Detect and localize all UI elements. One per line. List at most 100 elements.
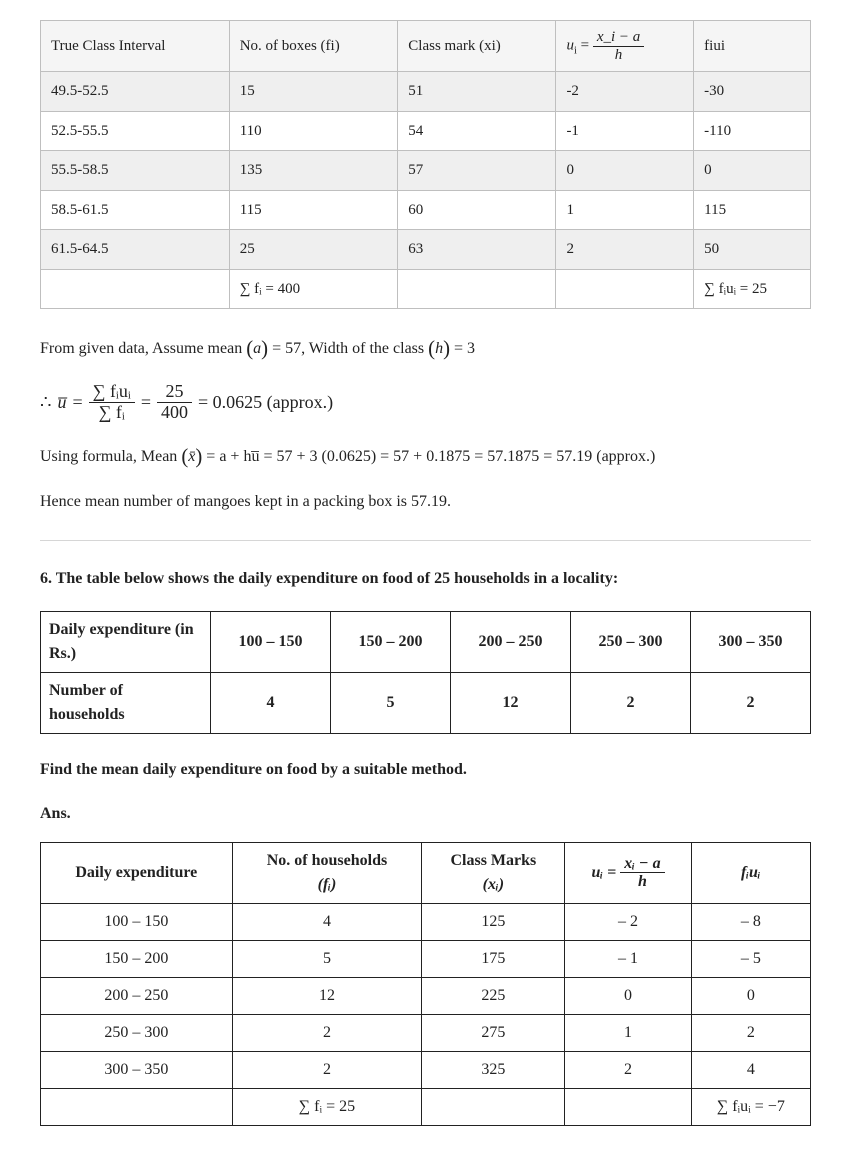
table-cell: -30	[694, 72, 811, 112]
col-header: Class mark (xi)	[398, 21, 556, 72]
table-cell: 115	[229, 190, 398, 230]
col-header: No. of households (fᵢ)	[232, 842, 422, 903]
table-cell: 275	[422, 1014, 565, 1051]
table-cell: 60	[398, 190, 556, 230]
table-cell: 2	[565, 1051, 691, 1088]
question-6: 6. The table below shows the daily expen…	[40, 567, 811, 591]
table-cell: 57	[398, 151, 556, 191]
table-cell: 15	[229, 72, 398, 112]
conclusion-text: Hence mean number of mangoes kept in a p…	[40, 490, 811, 514]
col-header: fiui	[694, 21, 811, 72]
table-row: 250 – 300227512	[41, 1014, 811, 1051]
table-cell: 225	[422, 977, 565, 1014]
table-cell: 150 – 200	[331, 611, 451, 672]
table-cell: 5	[331, 672, 451, 733]
table-cell: 61.5-64.5	[41, 230, 230, 270]
sum-fiui: ∑ fᵢuᵢ = 25	[694, 269, 811, 309]
table-cell: 0	[694, 151, 811, 191]
divider	[40, 540, 811, 541]
table-cell: 150 – 200	[41, 940, 233, 977]
sum-fi: ∑ fᵢ = 25	[232, 1088, 422, 1125]
table-cell: 300 – 350	[41, 1051, 233, 1088]
table-cell: 250 – 300	[41, 1014, 233, 1051]
table-cell: -1	[556, 111, 694, 151]
row-label: Daily expenditure (in Rs.)	[41, 611, 211, 672]
table-cell: 100 – 150	[211, 611, 331, 672]
table-row: 49.5-52.51551-2-30	[41, 72, 811, 112]
col-header: ui = x_i − a h	[556, 21, 694, 72]
table-cell: -2	[556, 72, 694, 112]
table-cell: 1	[556, 190, 694, 230]
sum-fi: ∑ fᵢ = 400	[229, 269, 398, 309]
question-6-find: Find the mean daily expenditure on food …	[40, 758, 811, 782]
table-row: 150 – 2005175– 1– 5	[41, 940, 811, 977]
table-cell: 2	[691, 672, 811, 733]
table-cell: 52.5-55.5	[41, 111, 230, 151]
col-header: No. of boxes (fi)	[229, 21, 398, 72]
table-cell: 175	[422, 940, 565, 977]
table-row: 300 – 350232524	[41, 1051, 811, 1088]
table-cell: 55.5-58.5	[41, 151, 230, 191]
table-cell: 300 – 350	[691, 611, 811, 672]
expenditure-working-table: Daily expenditure No. of households (fᵢ)…	[40, 842, 811, 1126]
ui-var: u	[566, 37, 574, 53]
row-label: Number of households	[41, 672, 211, 733]
col-header: True Class Interval	[41, 21, 230, 72]
table-cell: 2	[556, 230, 694, 270]
assumption-text: From given data, Assume mean (a) = 57, W…	[40, 333, 811, 364]
table-cell: 200 – 250	[41, 977, 233, 1014]
table-cell: 54	[398, 111, 556, 151]
table-row: 52.5-55.511054-1-110	[41, 111, 811, 151]
table-cell: 2	[691, 1014, 810, 1051]
answer-label: Ans.	[40, 802, 811, 826]
table-cell: 2	[232, 1051, 422, 1088]
table-cell: 49.5-52.5	[41, 72, 230, 112]
table-cell: 0	[565, 977, 691, 1014]
fraction: xᵢ − a h	[620, 855, 664, 891]
table-cell: 0	[556, 151, 694, 191]
table-cell: 63	[398, 230, 556, 270]
col-header: Class Marks (xᵢ)	[422, 842, 565, 903]
totals-row: ∑ fᵢ = 25 ∑ fᵢuᵢ = −7	[41, 1088, 811, 1125]
col-header: uᵢ = xᵢ − a h	[565, 842, 691, 903]
mean-formula-text: Using formula, Mean (x̄) = a + hu̅ = 57 …	[40, 441, 811, 472]
fraction: ∑ fᵢuᵢ ∑ fᵢ	[89, 382, 135, 423]
table-cell: 12	[232, 977, 422, 1014]
table-cell: 4	[691, 1051, 810, 1088]
table-cell: 115	[694, 190, 811, 230]
table-cell: 100 – 150	[41, 903, 233, 940]
mango-frequency-table: True Class Interval No. of boxes (fi) Cl…	[40, 20, 811, 309]
table-cell: 2	[232, 1014, 422, 1051]
table-cell: -110	[694, 111, 811, 151]
table-cell: 51	[398, 72, 556, 112]
table-row: 58.5-61.5115601115	[41, 190, 811, 230]
table-cell: 5	[232, 940, 422, 977]
expenditure-given-table: Daily expenditure (in Rs.) 100 – 150 150…	[40, 611, 811, 734]
table-cell: 0	[691, 977, 810, 1014]
table-row: 100 – 1504125– 2– 8	[41, 903, 811, 940]
table-cell: 250 – 300	[571, 611, 691, 672]
sum-fiui: ∑ fᵢuᵢ = −7	[691, 1088, 810, 1125]
table-cell: 125	[422, 903, 565, 940]
table-row: 55.5-58.51355700	[41, 151, 811, 191]
table-cell: 4	[211, 672, 331, 733]
totals-row: ∑ fᵢ = 400 ∑ fᵢuᵢ = 25	[41, 269, 811, 309]
table-row: 200 – 2501222500	[41, 977, 811, 1014]
table-row: 61.5-64.52563250	[41, 230, 811, 270]
table-cell: 25	[229, 230, 398, 270]
table-cell: – 8	[691, 903, 810, 940]
table-cell: – 5	[691, 940, 810, 977]
table-cell: 135	[229, 151, 398, 191]
table-cell: 110	[229, 111, 398, 151]
table-cell: – 2	[565, 903, 691, 940]
fraction: x_i − a h	[593, 29, 644, 63]
fraction: 25 400	[157, 382, 192, 423]
table-cell: 200 – 250	[451, 611, 571, 672]
col-header: fᵢuᵢ	[691, 842, 810, 903]
table-cell: 2	[571, 672, 691, 733]
table-cell: 12	[451, 672, 571, 733]
table-cell: 325	[422, 1051, 565, 1088]
col-header: Daily expenditure	[41, 842, 233, 903]
table-cell: – 1	[565, 940, 691, 977]
u-bar-formula: ∴ u̅ = ∑ fᵢuᵢ ∑ fᵢ = 25 400 = 0.0625 (ap…	[40, 382, 811, 423]
